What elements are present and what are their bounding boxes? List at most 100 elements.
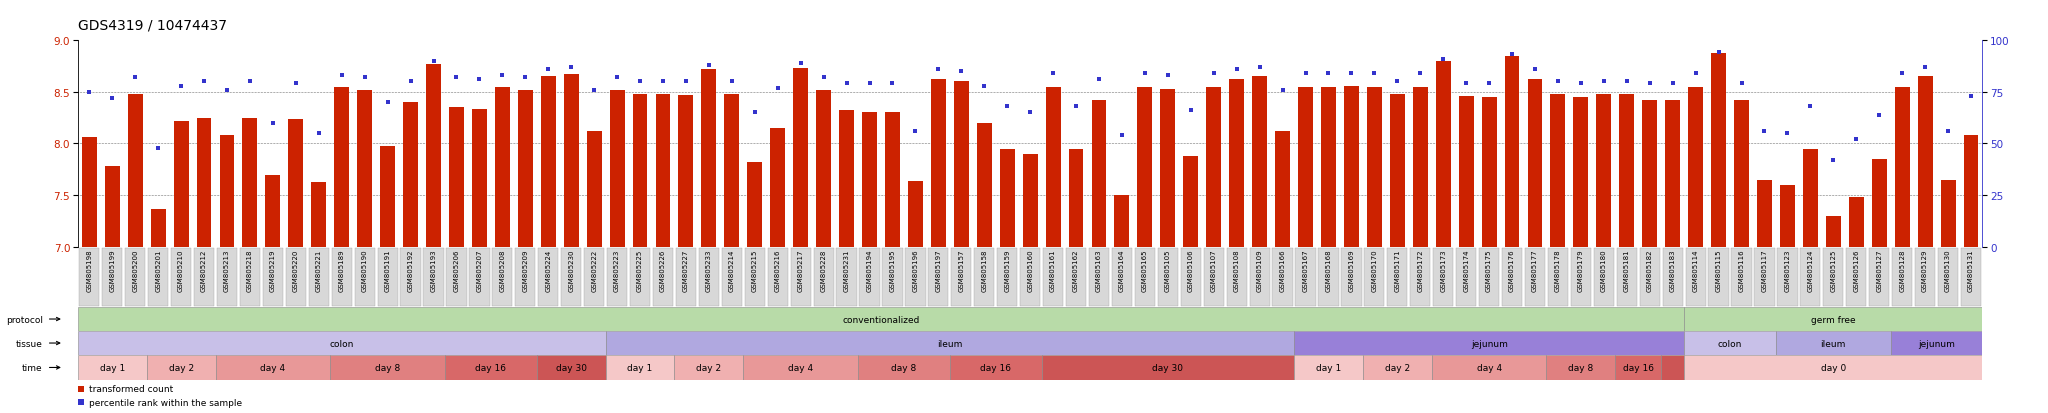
Bar	[127, 95, 143, 247]
Text: jejunum: jejunum	[1919, 339, 1956, 348]
Bar	[606, 355, 674, 380]
Bar	[1366, 87, 1382, 247]
Text: day 2: day 2	[696, 363, 721, 372]
Point	[164, 83, 197, 90]
Text: GSM805194: GSM805194	[866, 249, 872, 292]
Text: transformed count: transformed count	[88, 384, 174, 393]
Bar	[1362, 355, 1432, 380]
Point	[1542, 79, 1575, 85]
Text: GSM805130: GSM805130	[1946, 249, 1952, 292]
Bar	[1294, 355, 1362, 380]
Point	[1221, 66, 1253, 73]
Bar	[1090, 248, 1110, 307]
Bar	[1640, 248, 1659, 307]
Bar	[219, 136, 233, 247]
Bar	[678, 95, 694, 247]
Bar	[725, 95, 739, 247]
Point	[119, 75, 152, 81]
Text: percentile rank within the sample: percentile rank within the sample	[88, 398, 242, 407]
Point	[1817, 157, 1849, 164]
Text: GSM805168: GSM805168	[1325, 249, 1331, 292]
Bar	[1827, 216, 1841, 247]
Text: GSM805105: GSM805105	[1165, 249, 1171, 292]
Bar	[950, 248, 971, 307]
Bar	[354, 248, 375, 307]
Text: GSM805223: GSM805223	[614, 249, 621, 292]
Point	[96, 95, 129, 102]
Bar	[1642, 101, 1657, 247]
Bar	[330, 355, 444, 380]
Text: day 2: day 2	[168, 363, 195, 372]
Text: day 8: day 8	[1569, 363, 1593, 372]
Point	[899, 128, 932, 135]
Text: GSM805206: GSM805206	[453, 249, 459, 292]
Bar	[1712, 55, 1726, 247]
Point	[141, 145, 174, 152]
Bar	[1780, 185, 1794, 247]
Bar	[195, 248, 215, 307]
Bar	[215, 355, 330, 380]
Bar	[655, 95, 670, 247]
Text: GSM805157: GSM805157	[958, 249, 965, 292]
Point	[1128, 71, 1161, 77]
Text: time: time	[23, 363, 43, 372]
Point	[1610, 79, 1642, 85]
Point	[1702, 50, 1735, 57]
Text: GSM805192: GSM805192	[408, 249, 414, 292]
Text: GSM805171: GSM805171	[1395, 249, 1401, 292]
Bar	[1413, 87, 1427, 247]
Point	[692, 62, 725, 69]
Bar	[1620, 95, 1634, 247]
Bar	[885, 113, 899, 247]
Bar	[674, 355, 743, 380]
Text: GSM805230: GSM805230	[567, 249, 573, 292]
Point	[1931, 128, 1964, 135]
Point	[256, 120, 289, 127]
Bar	[1137, 87, 1153, 247]
Point	[670, 79, 702, 85]
Bar	[217, 248, 238, 307]
Bar	[403, 103, 418, 247]
Point	[326, 73, 358, 79]
Bar	[1755, 248, 1774, 307]
Bar	[147, 248, 168, 307]
Text: GSM805226: GSM805226	[659, 249, 666, 292]
Bar	[791, 248, 811, 307]
Bar	[1960, 248, 1980, 307]
Point	[279, 81, 311, 88]
Point	[485, 73, 518, 79]
Point	[1266, 87, 1298, 94]
Bar	[401, 248, 420, 307]
Text: day 4: day 4	[1477, 363, 1501, 372]
Text: day 16: day 16	[981, 363, 1012, 372]
Bar	[748, 163, 762, 247]
Point	[1724, 81, 1757, 88]
Text: GSM805228: GSM805228	[821, 249, 827, 292]
Bar	[563, 75, 580, 247]
Bar	[1479, 248, 1499, 307]
Bar	[858, 355, 950, 380]
Point	[1014, 110, 1047, 116]
Text: GSM805107: GSM805107	[1210, 249, 1217, 292]
Bar	[1942, 180, 1956, 247]
Bar	[537, 355, 606, 380]
Text: day 4: day 4	[788, 363, 813, 372]
Bar	[469, 248, 489, 307]
Point	[211, 87, 244, 94]
Bar	[1845, 248, 1866, 307]
Bar	[334, 87, 348, 247]
Text: GSM805222: GSM805222	[592, 249, 598, 291]
Bar	[977, 123, 991, 247]
Bar	[932, 80, 946, 247]
Point	[1749, 128, 1782, 135]
Bar	[631, 248, 649, 307]
Bar	[1481, 98, 1497, 247]
Bar	[1573, 98, 1589, 247]
Point	[1198, 71, 1231, 77]
Bar	[1688, 87, 1704, 247]
Text: GSM805212: GSM805212	[201, 249, 207, 292]
Bar	[1065, 248, 1085, 307]
Point	[578, 87, 610, 94]
Bar	[541, 77, 555, 247]
Point	[647, 79, 680, 85]
